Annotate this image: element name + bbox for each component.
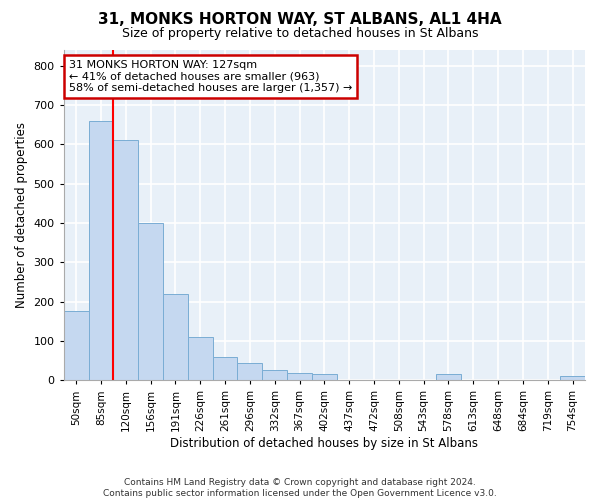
- Text: Size of property relative to detached houses in St Albans: Size of property relative to detached ho…: [122, 28, 478, 40]
- Bar: [262, 370, 287, 380]
- Text: 31, MONKS HORTON WAY, ST ALBANS, AL1 4HA: 31, MONKS HORTON WAY, ST ALBANS, AL1 4HA: [98, 12, 502, 28]
- Bar: [163, 294, 188, 380]
- Text: Contains HM Land Registry data © Crown copyright and database right 2024.
Contai: Contains HM Land Registry data © Crown c…: [103, 478, 497, 498]
- Bar: [560, 376, 585, 380]
- Bar: [212, 356, 238, 380]
- Bar: [287, 373, 312, 380]
- Bar: [89, 121, 113, 380]
- Bar: [113, 140, 138, 380]
- Bar: [238, 362, 262, 380]
- Text: 31 MONKS HORTON WAY: 127sqm
← 41% of detached houses are smaller (963)
58% of se: 31 MONKS HORTON WAY: 127sqm ← 41% of det…: [69, 60, 352, 93]
- Y-axis label: Number of detached properties: Number of detached properties: [15, 122, 28, 308]
- X-axis label: Distribution of detached houses by size in St Albans: Distribution of detached houses by size …: [170, 437, 478, 450]
- Bar: [188, 337, 212, 380]
- Bar: [436, 374, 461, 380]
- Bar: [138, 223, 163, 380]
- Bar: [312, 374, 337, 380]
- Bar: [64, 312, 89, 380]
